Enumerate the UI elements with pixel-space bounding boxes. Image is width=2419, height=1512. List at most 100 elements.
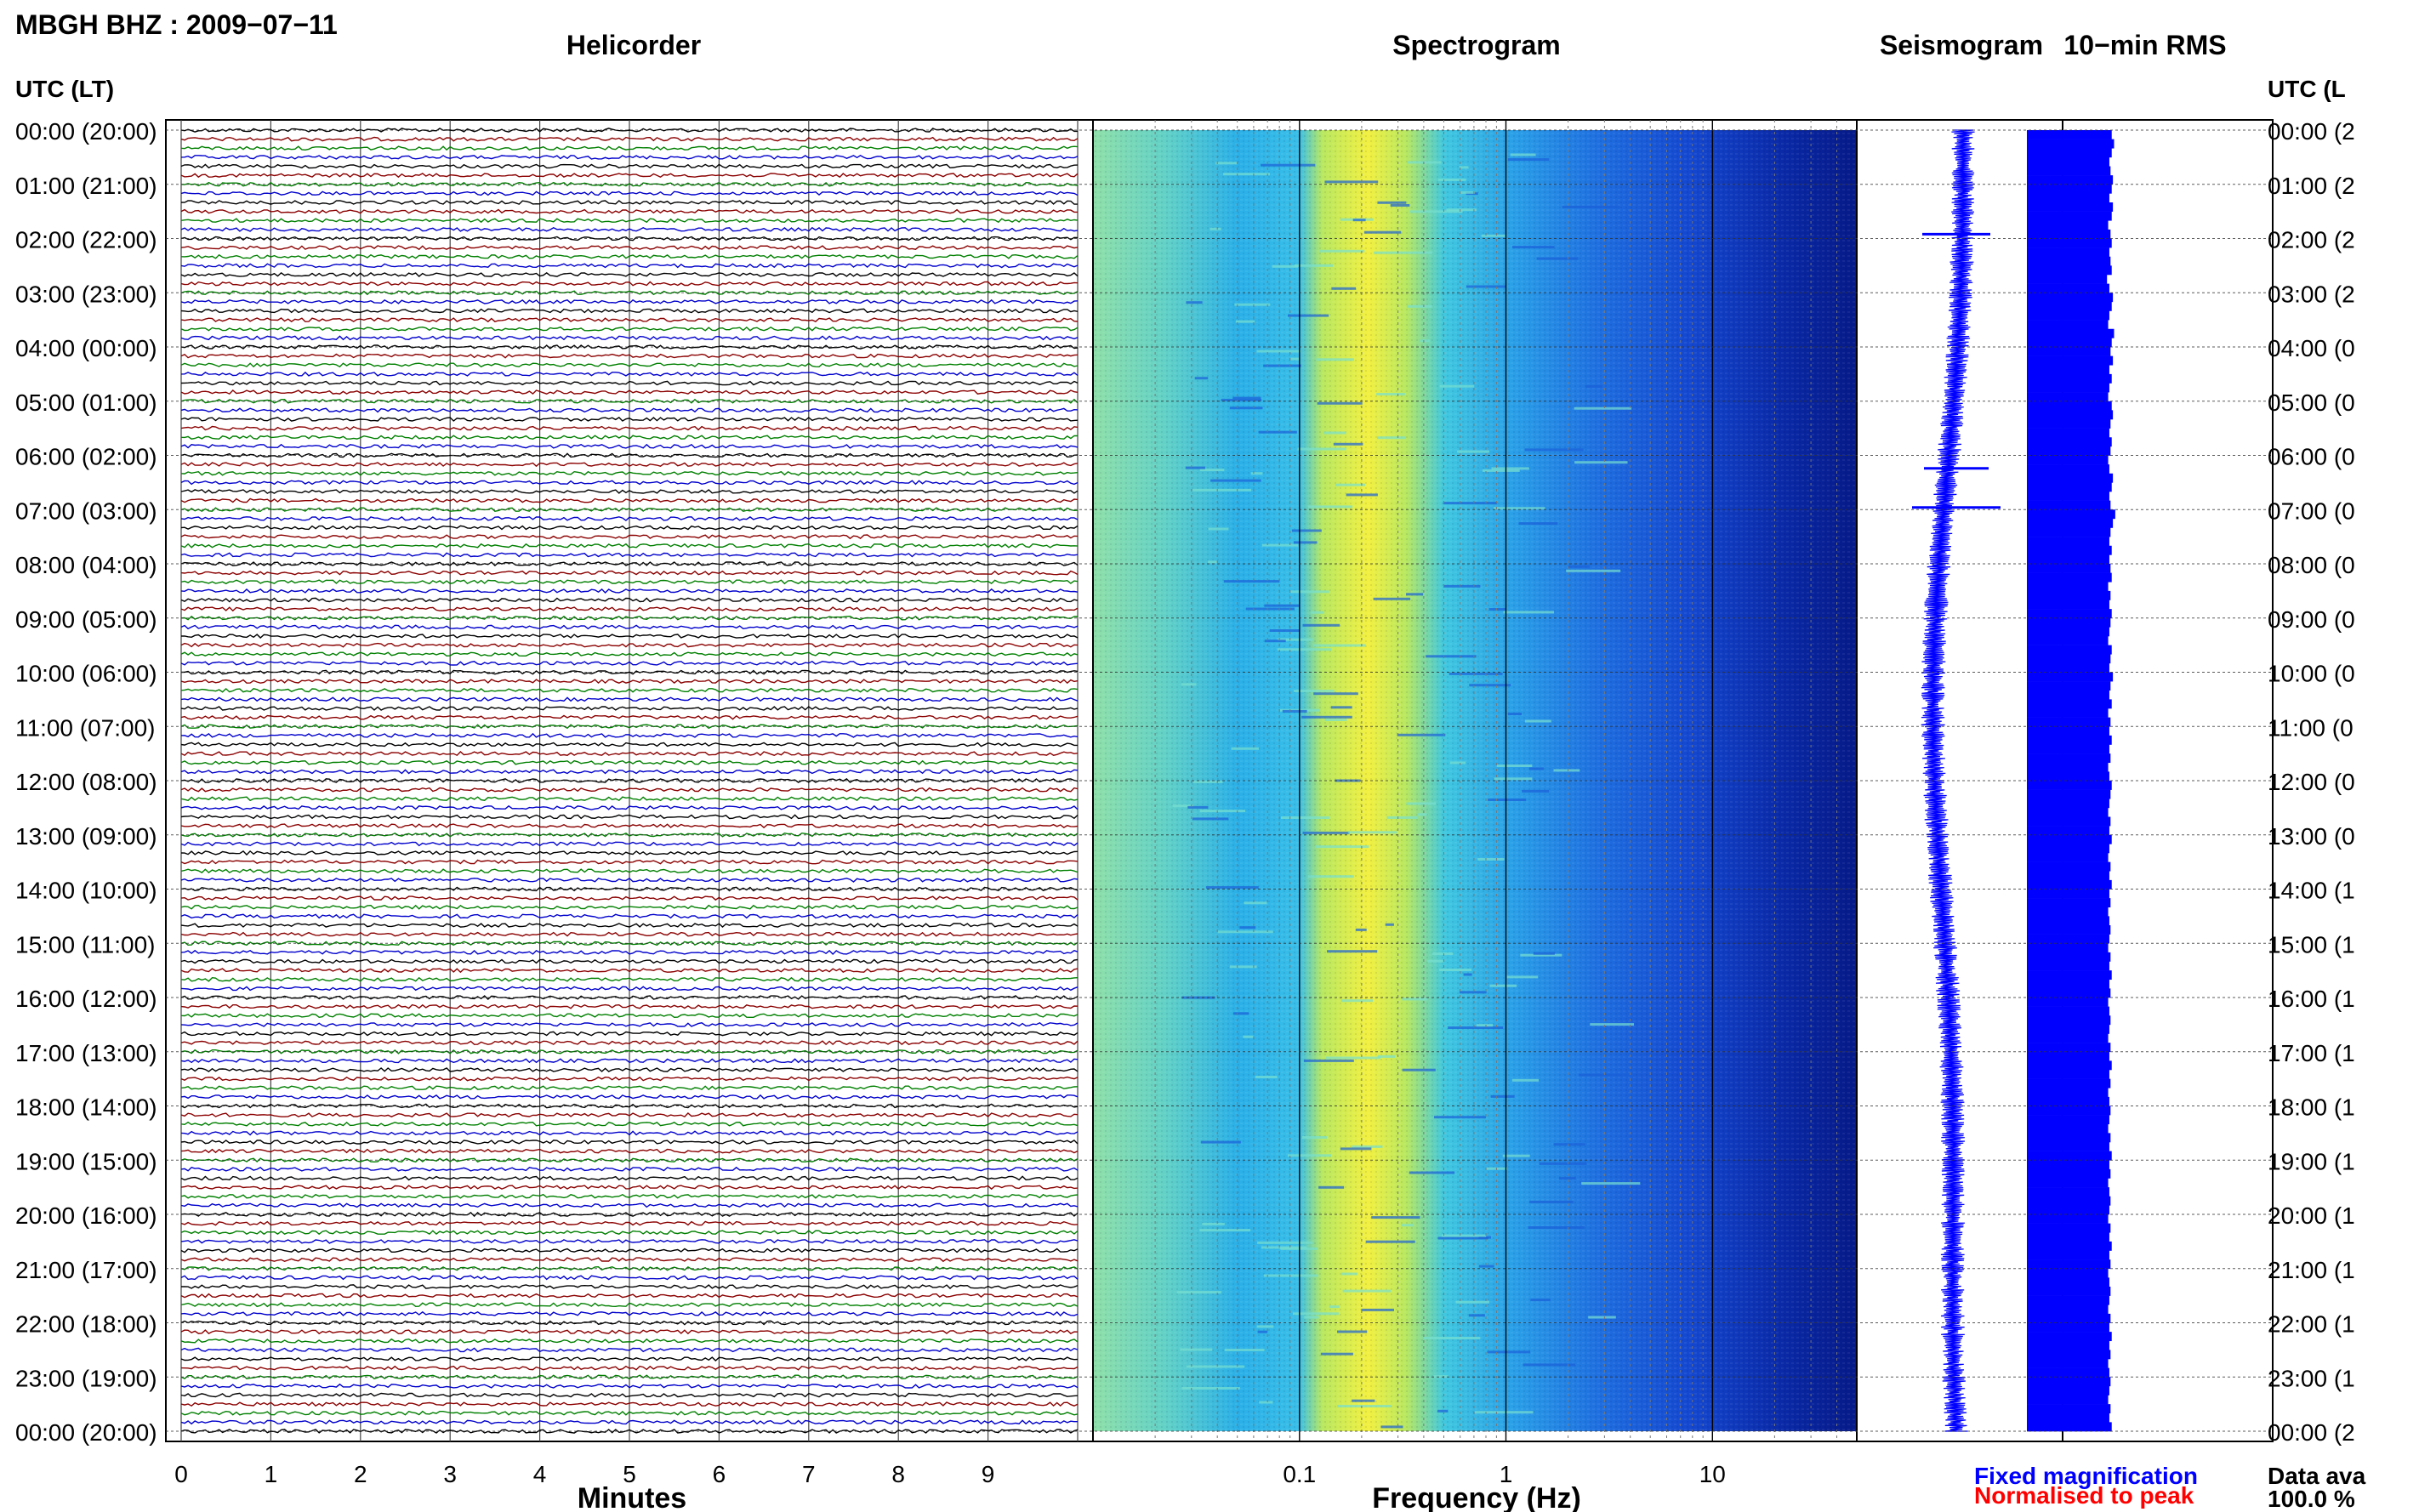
helicorder-trace [180, 425, 1079, 431]
rms-bar [2027, 347, 2111, 356]
helicorder-trace [180, 1202, 1079, 1208]
rms-bar [2027, 193, 2109, 203]
rms-bar [2027, 1024, 2109, 1034]
rms-bar [2027, 1168, 2111, 1179]
utc-time-label: 05:00 (01:00) [15, 389, 157, 416]
helicorder-trace [180, 796, 1079, 802]
spectrogram-streak [1223, 173, 1270, 176]
spectrogram-streak [1459, 166, 1469, 169]
rms-bar [2027, 600, 2109, 610]
helicorder-trace [180, 389, 1079, 395]
helicorder-trace [180, 218, 1079, 224]
rms-bar [2027, 789, 2111, 799]
helicorder-trace [180, 832, 1079, 838]
rms-bar [2027, 1142, 2109, 1151]
spectrogram-streak [1503, 611, 1554, 614]
spectrogram-streak [1263, 1274, 1318, 1277]
helicorder-trace [180, 1329, 1079, 1335]
spectrogram-streak [1406, 593, 1424, 596]
rms-bar [2027, 979, 2109, 989]
helicorder-trace [180, 1410, 1079, 1416]
utc-time-label: 21:00 (17:00) [15, 1257, 157, 1283]
spectrogram-streak [1373, 597, 1411, 600]
rms-bar [2027, 681, 2111, 691]
helicorder-trace [180, 190, 1079, 196]
spectrogram-streak [1489, 984, 1517, 987]
spectrogram-streak [1502, 1154, 1530, 1157]
spectrogram-streak [1427, 959, 1443, 963]
helicorder-trace [180, 253, 1079, 259]
helicorder-trace [180, 317, 1079, 323]
spectrogram-streak [1317, 401, 1363, 405]
spectrogram-streak [1488, 799, 1527, 801]
rms-bar [2027, 834, 2112, 844]
rms-bar [2027, 1088, 2109, 1098]
rms-bar [2027, 166, 2111, 176]
helicorder-trace [180, 751, 1079, 757]
spectrogram-streak [1329, 1305, 1340, 1309]
spectrogram-streak [1449, 761, 1466, 765]
spectrogram-streak [1477, 858, 1505, 861]
spectrogram-streak [1313, 692, 1358, 696]
rms-bar [2027, 464, 2109, 475]
spectrogram-streak [1524, 448, 1584, 452]
rms-bar [2027, 590, 2111, 600]
spectrogram-streak [1449, 672, 1503, 675]
rms-bar [2027, 998, 2109, 1007]
spectrogram-streak [1176, 1291, 1221, 1294]
spectrogram-streak [1487, 1350, 1531, 1354]
spectrogram-streak [1340, 1272, 1357, 1276]
rms-bar [2027, 1106, 2111, 1116]
spectrogram-streak [1512, 246, 1555, 249]
right-time-label: 04:00 (0 [2268, 335, 2355, 361]
right-time-label: 01:00 (2 [2268, 173, 2355, 199]
rms-bar [2027, 1305, 2109, 1315]
right-time-label: 07:00 (0 [2268, 497, 2355, 524]
rms-bar [2027, 301, 2112, 311]
spectrogram-streak [1281, 816, 1330, 819]
rms-bar [2027, 844, 2109, 854]
spectrogram-streak [1293, 1312, 1339, 1316]
spectrogram-streak [1342, 1289, 1392, 1293]
rms-bar [2027, 1070, 2109, 1079]
helicorder-trace [180, 1140, 1079, 1145]
spectrogram-streak [1468, 1314, 1485, 1317]
helicorder-trace [180, 371, 1079, 377]
helicorder-trace [180, 1094, 1079, 1100]
spectrogram-streak [1335, 779, 1361, 782]
data-availability-label: Data ava [2268, 1463, 2366, 1489]
rms-bar [2027, 1277, 2109, 1287]
spectrogram-streak [1239, 926, 1256, 929]
utc-time-label: 22:00 (18:00) [15, 1311, 157, 1338]
rms-bar [2027, 1359, 2109, 1368]
spectrogram-streak [1229, 406, 1263, 410]
rms-bar [2027, 148, 2112, 158]
helicorder-trace [180, 534, 1079, 540]
rms-bar [2027, 156, 2109, 167]
minute-tick-label: 3 [443, 1461, 457, 1487]
helicorder-trace [180, 706, 1079, 711]
helicorder-trace [180, 841, 1079, 847]
rms-bar [2027, 1395, 2109, 1405]
helicorder-trace [180, 1193, 1079, 1199]
spectrogram-streak [1529, 1200, 1574, 1203]
rms-bar [2027, 726, 2109, 736]
helicorder-trace [180, 976, 1079, 982]
spectrogram-streak [1558, 1177, 1576, 1180]
minute-tick-label: 5 [623, 1461, 636, 1487]
right-time-label: 00:00 (2 [2268, 118, 2355, 145]
helicorder-trace [180, 968, 1079, 974]
spectrogram-streak [1409, 1171, 1455, 1174]
utc-time-label: 09:00 (05:00) [15, 606, 157, 633]
helicorder-trace [180, 878, 1079, 883]
seismogram-title: Seismogram [1880, 30, 2043, 60]
spectrogram-streak [1488, 608, 1506, 611]
spectrogram-streak [1234, 303, 1271, 306]
left-axis-header: UTC (LT) [15, 76, 114, 102]
rms-bar [2027, 392, 2109, 402]
spectrogram-streak [1469, 684, 1511, 687]
rms-bar [2027, 1051, 2109, 1061]
spectrogram-streak [1424, 1337, 1481, 1339]
rms-bar [2027, 1151, 2112, 1161]
rms-bar [2027, 1214, 2109, 1224]
